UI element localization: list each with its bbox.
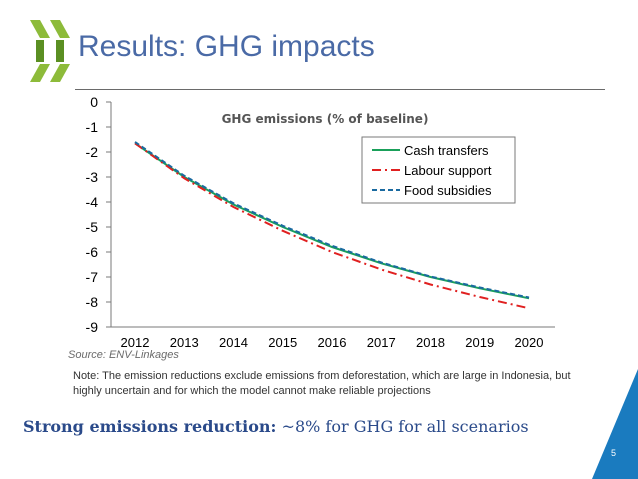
x-axis-ticks: 2012 2013 2014 2015 2016 2017 2018 2019 2020 xyxy=(121,335,544,350)
y-tick-label: -7 xyxy=(86,269,99,285)
source-note: Source: ENV-Linkages xyxy=(68,349,179,361)
y-tick-label: -2 xyxy=(86,144,99,160)
y-tick-label: -4 xyxy=(86,194,99,210)
x-tick-label: 2017 xyxy=(367,335,396,350)
y-tick-label: -3 xyxy=(86,169,99,185)
legend-box xyxy=(361,136,516,204)
series-line-food-subsidies xyxy=(134,141,530,299)
oecd-logo-icon xyxy=(30,20,70,82)
summary-rest: ~8% for GHG for all scenarios xyxy=(276,417,529,436)
title-divider xyxy=(75,89,605,90)
summary-bold: Strong emissions reduction: xyxy=(23,417,277,436)
corner-decoration xyxy=(592,369,638,479)
x-tick-label: 2019 xyxy=(465,335,494,350)
y-tick-label: -9 xyxy=(86,319,99,335)
y-tick-label: -5 xyxy=(86,219,99,235)
chart-legend: Cash transfers Labour support Food subsidi… xyxy=(361,136,516,204)
x-tick-label: 2012 xyxy=(121,335,150,350)
x-tick-label: 2016 xyxy=(318,335,347,350)
y-tick-label: -6 xyxy=(86,244,99,260)
chart-series xyxy=(134,141,530,310)
x-tick-label: 2015 xyxy=(268,335,297,350)
series-line-labour-support xyxy=(134,142,530,310)
x-tick-label: 2020 xyxy=(515,335,544,350)
page-title: Results: GHG impacts xyxy=(78,30,375,63)
legend-label: Cash transfers xyxy=(404,143,489,158)
y-tick-label: 0 xyxy=(90,94,98,110)
legend-label: Food subsidies xyxy=(404,183,492,198)
y-tick-label: -1 xyxy=(86,119,99,135)
footnote: Note: The emission reductions exclude em… xyxy=(73,370,571,397)
chart-axes xyxy=(110,102,555,328)
x-tick-label: 2014 xyxy=(219,335,248,350)
page-number: 5 xyxy=(611,448,617,458)
x-tick-label: 2013 xyxy=(170,335,199,350)
y-tick-label: -8 xyxy=(86,294,99,310)
y-axis-ticks: 0 -1 -2 -3 -4 -5 -6 -7 -8 -9 xyxy=(86,94,111,335)
x-tick-label: 2018 xyxy=(416,335,445,350)
legend-label: Labour support xyxy=(404,163,492,178)
chart-title: GHG emissions (% of baseline) xyxy=(222,112,429,126)
summary-text: Strong emissions reduction: ~8% for GHG … xyxy=(23,417,529,436)
